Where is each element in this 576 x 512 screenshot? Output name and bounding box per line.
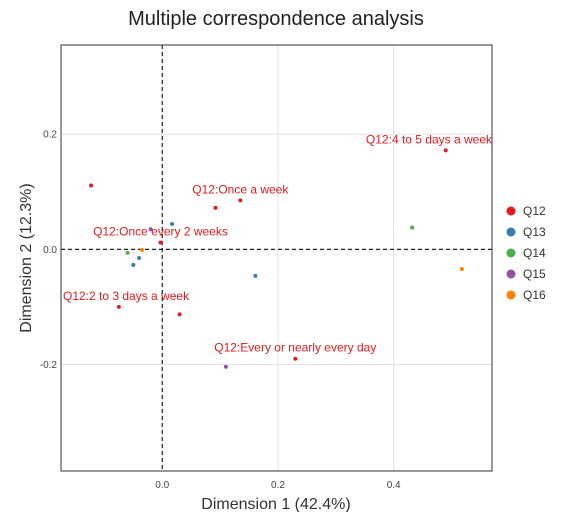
point-labels: Q12:4 to 5 days a week Q12:Once a week Q12…: [63, 132, 493, 354]
x-tick-label: 0.0: [155, 480, 169, 491]
y-tick-label: 0.0: [43, 245, 57, 256]
data-point-q13: [137, 256, 142, 260]
legend-label: Q15: [523, 267, 546, 281]
data-point-q15: [223, 364, 228, 369]
x-axis-label: Dimension 1 (42.4%): [201, 496, 350, 512]
data-point-q12: [158, 240, 163, 245]
data-point-q13: [253, 273, 258, 278]
data-point-q14: [125, 250, 130, 255]
data-point-q15: [148, 227, 153, 232]
data-point-q13: [131, 262, 136, 267]
chart-title: Multiple correspondence analysis: [128, 8, 424, 30]
data-point-q13: [170, 222, 175, 227]
legend-label: Q16: [523, 288, 546, 302]
point-label: Q12:2 to 3 days a week: [63, 289, 190, 303]
point-label: Q12:Once every 2 weeks: [93, 224, 228, 238]
data-point-q12: [293, 356, 298, 361]
legend-marker-q15: [506, 269, 516, 279]
reference-lines: [61, 45, 492, 471]
y-axis-label: Dimension 2 (12.3%): [18, 183, 35, 332]
data-point-q12: [213, 205, 218, 210]
legend: Q12 Q13 Q14 Q15 Q16: [506, 204, 546, 302]
tick-labels: 0.0 0.2 0.4 -0.2 0.0 0.2: [40, 130, 401, 491]
legend-marker-q13: [506, 227, 516, 237]
y-tick-label: 0.2: [43, 130, 57, 141]
x-tick-label: 0.4: [387, 480, 401, 491]
data-point-q12: [116, 304, 121, 309]
point-label: Q12:Every or nearly every day: [214, 341, 376, 355]
data-point-q16: [139, 247, 144, 252]
data-point-q16: [459, 266, 464, 271]
legend-marker-q12: [506, 206, 516, 216]
y-tick-label: -0.2: [40, 360, 58, 371]
plot-frame: [60, 44, 493, 472]
legend-label: Q12: [523, 204, 546, 218]
data-point-q12: [238, 198, 243, 203]
legend-marker-q14: [506, 248, 516, 258]
data-point-q12: [443, 148, 448, 153]
data-points: [89, 148, 464, 369]
data-point-q12: [89, 183, 94, 188]
legend-marker-q16: [506, 290, 516, 300]
point-label: Q12:4 to 5 days a week: [366, 132, 493, 146]
data-point-q14: [410, 225, 415, 230]
grid: [61, 45, 492, 471]
legend-label: Q13: [523, 225, 546, 239]
x-tick-label: 0.2: [271, 480, 285, 491]
legend-label: Q14: [523, 246, 546, 260]
data-point-q12: [177, 312, 182, 317]
point-label: Q12:Once a week: [192, 182, 289, 196]
